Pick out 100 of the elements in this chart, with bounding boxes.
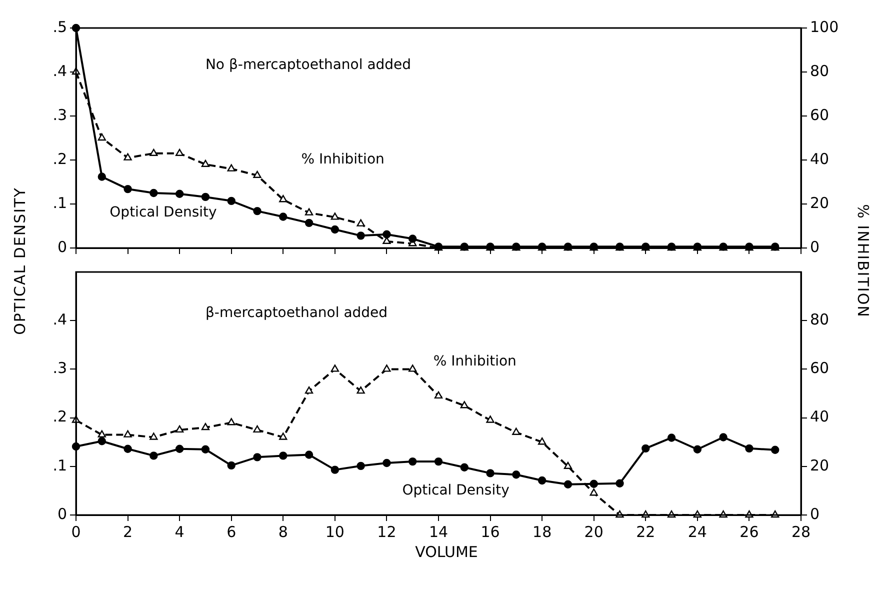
point [150,452,158,460]
point [330,225,340,234]
x-tick-label: 28 [791,522,811,541]
point [175,444,184,454]
x-axis-title: VOLUME [414,543,479,561]
x-tick-label: 12 [377,522,396,541]
y2-axis-title: % INHIBITION [854,204,872,318]
point [253,453,262,462]
point [304,386,314,394]
point [201,192,210,202]
x-tick-label: 22 [636,522,656,541]
point [512,470,520,479]
x-tick-label: 20 [584,522,604,541]
point [667,434,676,442]
point [150,432,158,440]
point [719,433,728,442]
point [590,480,598,488]
point [227,461,236,470]
point [150,148,158,156]
point [330,212,339,220]
point [693,445,702,454]
point [253,206,262,216]
point [304,450,314,459]
point [486,469,494,478]
y-tick-label: 0 [57,504,67,523]
point [279,452,288,460]
point [356,219,365,226]
x-tick-label: 6 [226,522,236,541]
y-tick-label: .3 [52,359,67,378]
annotation: β-mercaptoethanol added [205,304,388,321]
point [201,422,210,430]
point [745,444,754,453]
point [771,446,780,454]
point [253,425,262,433]
point [382,364,391,372]
point [98,437,106,446]
y2-tick-label: 0 [810,238,820,256]
y-axis-title: OPTICAL DENSITY [11,187,30,335]
y2-tick-label: 100 [810,18,839,36]
x-tick-label: 18 [532,522,552,541]
point [124,430,132,438]
point [538,438,546,445]
y2-tick-label: 20 [810,456,830,474]
y-tick-label: 0 [57,238,67,256]
point [616,479,624,488]
point [330,364,339,372]
y-tick-label: .1 [52,456,67,474]
point [124,444,132,454]
point [304,208,314,216]
point [304,218,314,228]
x-tick-label: 16 [480,522,500,541]
point [538,476,546,485]
y-tick-label: .2 [52,150,67,168]
point [460,463,468,472]
point [279,195,288,202]
point [176,425,184,433]
y2-tick-label: 0 [810,504,820,523]
point [356,232,365,240]
point [408,234,417,243]
text: % Inhibition [301,152,384,168]
point [98,430,106,438]
x-tick-label: 24 [688,522,707,541]
y-tick-label: .5 [52,18,67,36]
point [279,432,288,440]
point [356,386,365,394]
point [564,462,572,469]
point [590,488,598,496]
point [253,170,262,178]
point [175,190,184,198]
point [356,462,365,470]
point [408,457,417,466]
x-tick-label: 14 [428,522,448,541]
y2-tick-label: 80 [810,62,830,80]
point [434,457,443,466]
y-tick-label: .2 [52,408,67,426]
x-tick-label: 10 [325,522,344,541]
x-tick-label: 0 [71,522,81,541]
point [382,458,391,468]
point [486,416,494,423]
point [408,364,417,372]
point [279,212,288,221]
y2-tick-label: 40 [810,150,830,168]
x-tick-label: 2 [123,522,133,541]
point [227,418,236,426]
y-tick-label: .4 [52,62,67,80]
point [150,188,158,198]
point [382,230,391,238]
point [201,160,210,167]
point [330,466,340,474]
y2-tick-label: 20 [810,194,830,212]
point [434,391,443,399]
x-tick-label: 4 [174,522,184,541]
point [460,401,468,408]
point [512,428,520,435]
y2-tick-label: 80 [810,310,830,328]
point [98,172,106,181]
series-label: % Inhibition [433,354,516,370]
y2-tick-label: 40 [810,408,830,426]
series-label: Optical Density [110,204,217,220]
point [124,184,132,194]
